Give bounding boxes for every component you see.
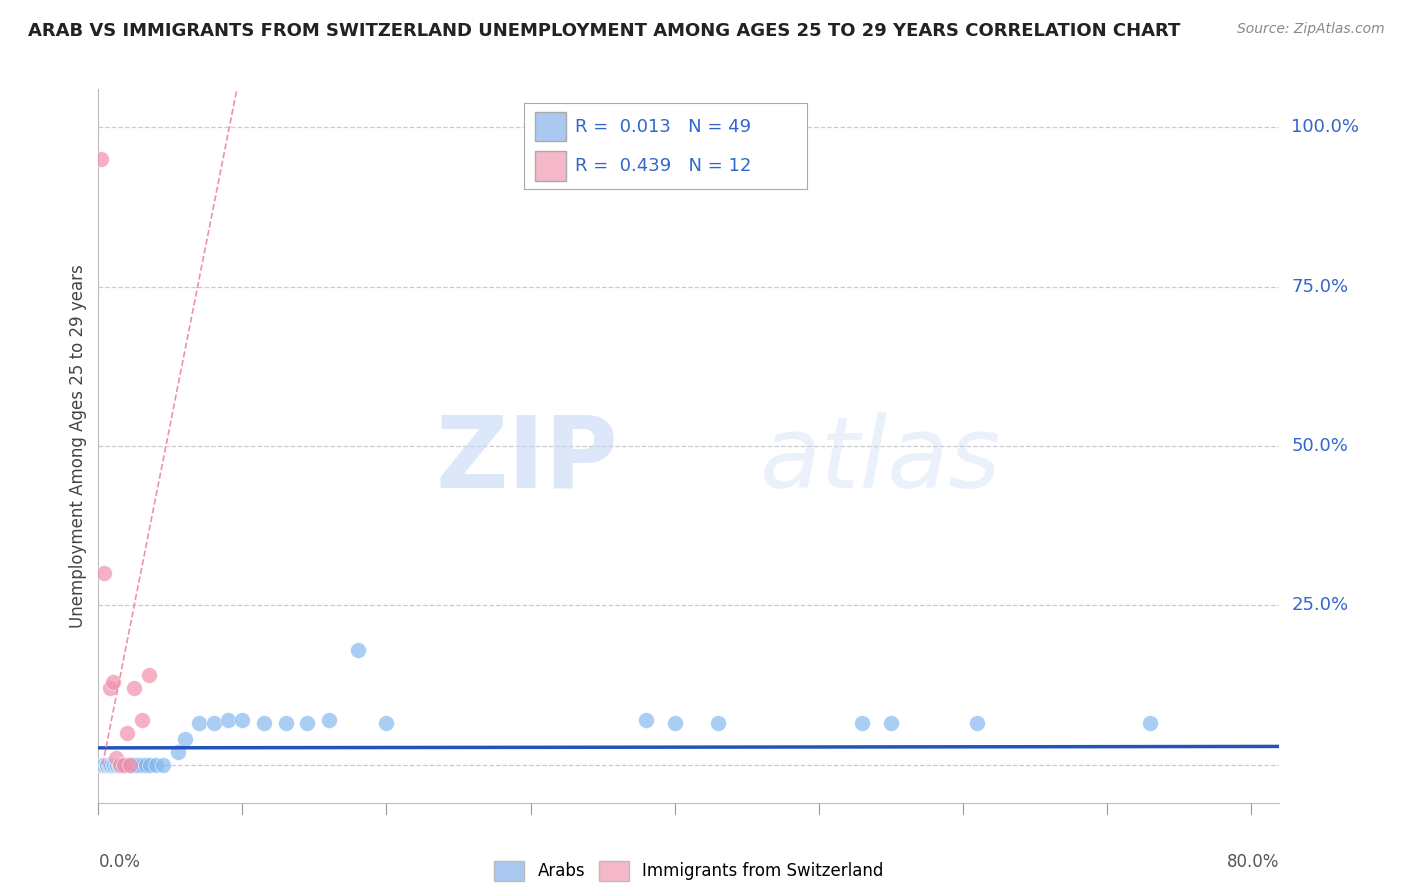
Point [297, 716, 319, 731]
Point [112, 757, 135, 772]
Point [217, 713, 239, 727]
Text: Source: ZipAtlas.com: Source: ZipAtlas.com [1237, 22, 1385, 37]
Point [104, 751, 127, 765]
Point [274, 716, 297, 731]
Text: 80.0%: 80.0% [1227, 853, 1279, 871]
Point [110, 757, 132, 772]
Point [98, 681, 121, 695]
Y-axis label: Unemployment Among Ages 25 to 29 years: Unemployment Among Ages 25 to 29 years [69, 264, 87, 628]
Point [107, 757, 129, 772]
Point [105, 757, 128, 772]
Legend: Arabs, Immigrants from Switzerland: Arabs, Immigrants from Switzerland [488, 855, 890, 888]
Text: ARAB VS IMMIGRANTS FROM SWITZERLAND UNEMPLOYMENT AMONG AGES 25 TO 29 YEARS CORRE: ARAB VS IMMIGRANTS FROM SWITZERLAND UNEM… [28, 22, 1181, 40]
Point [375, 716, 398, 731]
Point [120, 757, 142, 772]
Point [879, 716, 901, 731]
Point [121, 757, 143, 772]
FancyBboxPatch shape [534, 112, 567, 141]
Point [124, 681, 146, 695]
Point [120, 757, 142, 772]
Point [108, 757, 131, 772]
Point [231, 713, 253, 727]
Point [93, 566, 115, 581]
Point [100, 757, 122, 772]
Point [91, 757, 114, 772]
Point [103, 757, 125, 772]
Point [318, 713, 340, 727]
Point [135, 757, 157, 772]
Text: R =  0.439   N = 12: R = 0.439 N = 12 [575, 157, 751, 175]
Point [851, 716, 873, 731]
Text: atlas: atlas [759, 412, 1001, 508]
Text: R =  0.013   N = 49: R = 0.013 N = 49 [575, 118, 751, 136]
Point [108, 757, 131, 772]
Text: 100.0%: 100.0% [1291, 119, 1360, 136]
Text: 25.0%: 25.0% [1291, 596, 1348, 615]
Point [138, 668, 160, 682]
Point [118, 757, 141, 772]
Point [664, 716, 686, 731]
Point [152, 757, 174, 772]
Point [96, 757, 118, 772]
Point [93, 757, 115, 772]
Point [145, 757, 167, 772]
Point [101, 674, 124, 689]
Point [114, 757, 136, 772]
Text: 50.0%: 50.0% [1291, 437, 1348, 455]
Point [131, 757, 153, 772]
Point [111, 757, 134, 772]
Point [966, 716, 988, 731]
Point [94, 757, 117, 772]
Point [98, 757, 121, 772]
Point [112, 757, 135, 772]
Point [115, 757, 138, 772]
Point [101, 757, 124, 772]
Point [346, 643, 368, 657]
Point [166, 745, 188, 759]
Text: ZIP: ZIP [436, 412, 619, 508]
Point [90, 153, 112, 167]
Point [124, 757, 146, 772]
Point [188, 716, 211, 731]
Point [115, 725, 138, 739]
Point [104, 757, 127, 772]
FancyBboxPatch shape [534, 152, 567, 180]
Point [1139, 716, 1161, 731]
Point [202, 716, 225, 731]
Text: 0.0%: 0.0% [98, 853, 141, 871]
Point [97, 757, 120, 772]
Text: 75.0%: 75.0% [1291, 277, 1348, 296]
Point [139, 757, 162, 772]
Point [90, 757, 112, 772]
Point [253, 716, 276, 731]
Point [706, 716, 728, 731]
Point [634, 713, 657, 727]
Point [127, 757, 149, 772]
Point [173, 732, 195, 747]
Point [96, 757, 118, 772]
Point [131, 713, 153, 727]
